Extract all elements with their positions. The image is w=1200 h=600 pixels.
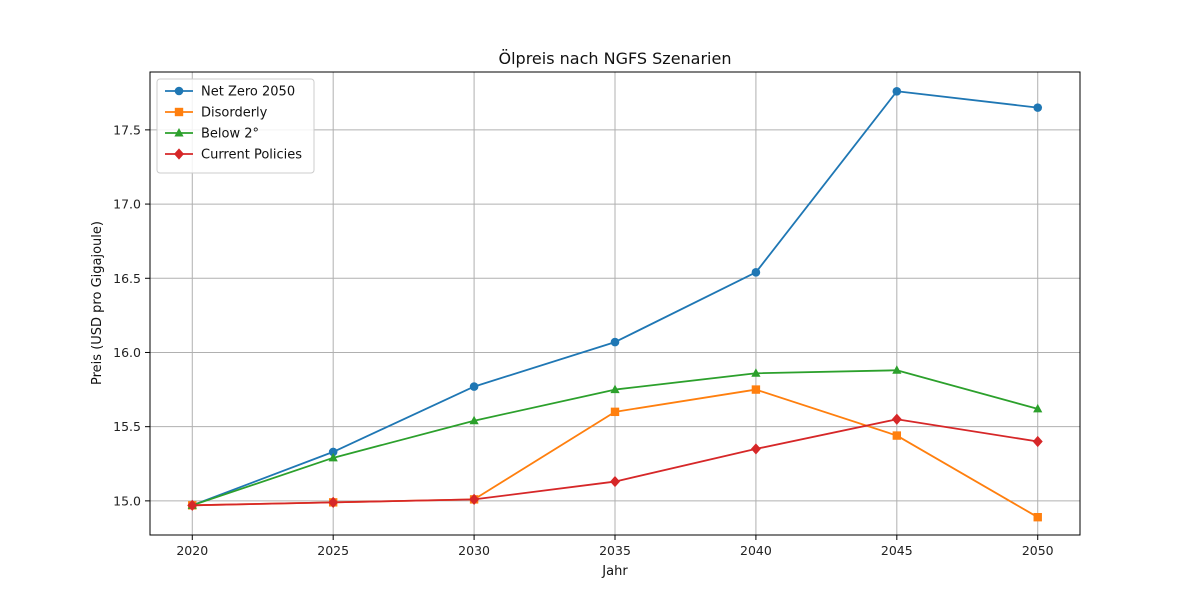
data-point	[469, 415, 479, 425]
data-point	[1033, 403, 1043, 413]
data-point	[328, 452, 338, 462]
legend-marker	[174, 86, 184, 96]
data-point	[328, 496, 339, 508]
legend-label: Net Zero 2050	[201, 85, 295, 100]
x-axis-label: Jahr	[601, 564, 628, 579]
x-tick-label: 2025	[317, 543, 349, 558]
data-point	[892, 86, 902, 96]
legend-item: Current Policies	[165, 148, 302, 163]
data-point	[891, 413, 902, 425]
legend-label: Below 2°	[201, 127, 259, 142]
y-tick-label: 15.0	[113, 493, 141, 508]
x-tick-label: 2045	[881, 543, 913, 558]
legend-marker	[174, 107, 184, 117]
series-layer	[187, 86, 1043, 522]
legend-label: Disorderly	[201, 106, 268, 121]
y-axis-label: Preis (USD pro Gigajoule)	[90, 221, 105, 385]
grid	[150, 72, 1080, 535]
data-point	[1032, 435, 1043, 448]
x-tick-label: 2030	[458, 543, 490, 558]
y-tick-label: 17.5	[113, 122, 141, 137]
data-point	[610, 337, 620, 347]
data-point	[469, 493, 480, 505]
legend-marker	[174, 148, 184, 160]
series-net-zero-2050	[187, 86, 1043, 510]
data-point	[1033, 103, 1043, 112]
data-point	[610, 407, 620, 417]
axis-ticks: 2020 2025 2030 2035 2040 2045 2050 15.0 15.5 16.0…	[113, 122, 1054, 558]
data-point	[610, 475, 620, 488]
legend-item: Below 2°	[165, 127, 259, 142]
y-tick-label: 16.0	[113, 345, 141, 360]
y-tick-label: 16.5	[113, 271, 141, 286]
data-point	[892, 431, 902, 440]
data-point	[751, 268, 761, 277]
y-tick-label: 17.0	[113, 197, 141, 212]
legend-label: Current Policies	[201, 148, 302, 163]
data-point	[892, 365, 902, 374]
x-tick-label: 2050	[1022, 543, 1054, 558]
data-point	[751, 385, 761, 394]
x-tick-label: 2020	[176, 543, 208, 558]
legend-box	[156, 78, 315, 174]
data-point	[750, 443, 761, 455]
y-tick-label: 15.5	[113, 419, 141, 434]
chart-title: Ölpreis nach NGFS Szenarien	[499, 49, 732, 68]
data-point	[751, 368, 761, 377]
data-point	[187, 499, 198, 511]
x-tick-label: 2040	[740, 543, 772, 558]
data-point	[610, 384, 620, 394]
x-tick-label: 2035	[599, 543, 631, 558]
series-current-policies	[187, 413, 1043, 511]
data-point	[1033, 512, 1042, 522]
data-point	[469, 382, 479, 391]
legend: Net Zero 2050 Disorderly Below 2° Current P…	[156, 78, 315, 174]
data-point	[328, 447, 338, 457]
legend-item: Disorderly	[165, 106, 268, 121]
legend-item: Net Zero 2050	[165, 85, 295, 100]
legend-marker	[174, 128, 184, 137]
